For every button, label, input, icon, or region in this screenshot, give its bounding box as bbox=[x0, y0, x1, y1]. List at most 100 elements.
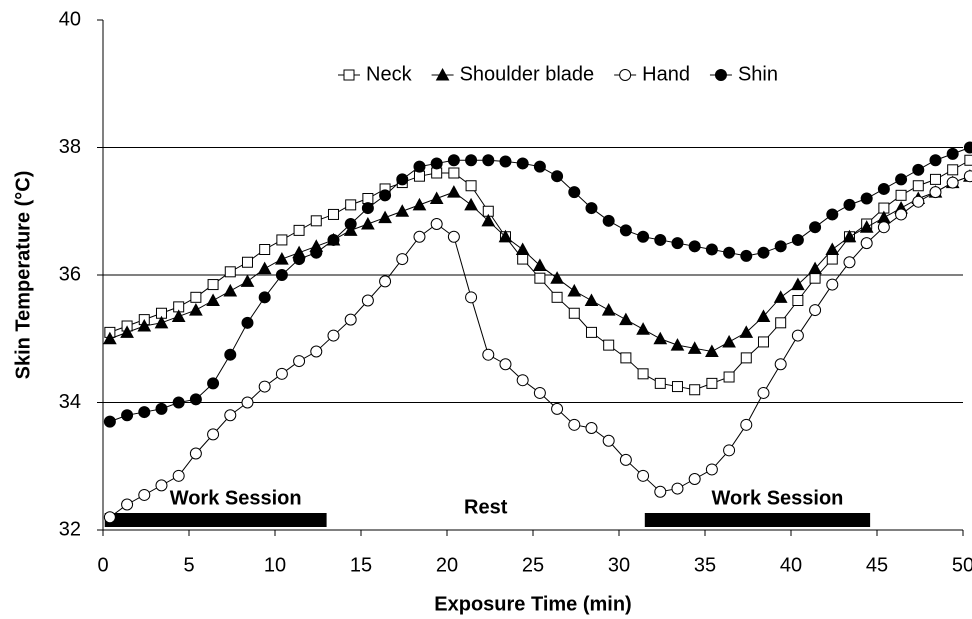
marker bbox=[740, 249, 753, 262]
x-tick-label: 20 bbox=[436, 554, 458, 576]
marker bbox=[362, 193, 374, 204]
marker bbox=[603, 339, 615, 351]
marker bbox=[189, 393, 202, 406]
marker bbox=[516, 374, 529, 387]
marker bbox=[464, 197, 478, 211]
marker bbox=[809, 221, 822, 234]
marker bbox=[843, 256, 856, 269]
marker bbox=[963, 141, 972, 154]
marker bbox=[207, 428, 220, 441]
marker bbox=[756, 309, 771, 322]
marker bbox=[121, 498, 134, 511]
marker bbox=[224, 348, 237, 361]
marker bbox=[551, 170, 564, 183]
y-tick-label: 40 bbox=[59, 8, 81, 30]
series-line bbox=[109, 147, 971, 423]
marker bbox=[275, 269, 288, 281]
marker bbox=[705, 243, 718, 256]
marker bbox=[435, 67, 450, 81]
x-tick-label: 5 bbox=[183, 554, 194, 576]
marker bbox=[259, 244, 271, 255]
marker bbox=[826, 253, 838, 265]
marker bbox=[826, 208, 839, 221]
marker bbox=[620, 352, 632, 364]
marker bbox=[637, 368, 649, 380]
x-tick-label: 45 bbox=[866, 554, 888, 576]
marker bbox=[378, 210, 392, 224]
marker bbox=[792, 295, 804, 306]
marker bbox=[550, 271, 564, 284]
marker bbox=[602, 434, 615, 447]
y-axis-label: Skin Temperature (°C) bbox=[12, 171, 34, 380]
x-tick-label: 15 bbox=[350, 554, 372, 576]
marker bbox=[654, 377, 666, 389]
x-tick-label: 35 bbox=[694, 554, 716, 576]
marker bbox=[705, 344, 719, 357]
marker bbox=[946, 176, 959, 189]
marker bbox=[533, 258, 547, 271]
marker bbox=[498, 229, 513, 243]
marker bbox=[361, 216, 375, 230]
x-tick-label: 30 bbox=[608, 554, 630, 576]
marker bbox=[964, 154, 972, 166]
marker bbox=[379, 189, 392, 202]
marker bbox=[689, 384, 701, 396]
session-label: Work Session bbox=[712, 487, 844, 509]
marker bbox=[912, 163, 925, 176]
marker bbox=[568, 186, 581, 199]
marker bbox=[826, 278, 839, 291]
marker bbox=[654, 485, 667, 498]
marker bbox=[344, 313, 357, 326]
marker bbox=[757, 246, 770, 259]
marker bbox=[517, 253, 529, 265]
marker bbox=[447, 154, 460, 167]
marker bbox=[568, 418, 581, 431]
marker bbox=[773, 290, 788, 303]
marker bbox=[585, 422, 598, 434]
x-tick-label: 0 bbox=[97, 554, 108, 576]
marker bbox=[276, 234, 288, 246]
marker bbox=[224, 409, 237, 422]
marker bbox=[757, 336, 769, 348]
marker bbox=[343, 69, 355, 81]
marker bbox=[637, 469, 650, 482]
marker bbox=[327, 329, 340, 342]
marker bbox=[687, 341, 702, 354]
marker bbox=[619, 312, 633, 326]
marker bbox=[172, 469, 185, 482]
marker bbox=[171, 309, 186, 322]
marker bbox=[774, 240, 787, 253]
y-tick-label: 32 bbox=[59, 518, 81, 540]
marker bbox=[465, 154, 478, 167]
marker bbox=[499, 358, 512, 371]
marker bbox=[189, 447, 202, 460]
marker bbox=[602, 214, 615, 227]
marker bbox=[327, 208, 339, 220]
series-line bbox=[109, 175, 971, 518]
marker bbox=[912, 180, 924, 192]
marker bbox=[706, 377, 718, 389]
marker bbox=[637, 230, 650, 243]
marker bbox=[515, 242, 530, 255]
marker bbox=[138, 406, 151, 419]
marker bbox=[516, 157, 529, 170]
marker bbox=[206, 293, 220, 306]
marker bbox=[345, 199, 357, 211]
marker bbox=[258, 291, 271, 304]
marker bbox=[275, 367, 288, 380]
marker bbox=[241, 396, 254, 409]
marker bbox=[757, 386, 770, 399]
marker bbox=[895, 173, 908, 186]
marker bbox=[722, 334, 736, 348]
marker bbox=[551, 402, 564, 415]
marker bbox=[619, 224, 632, 237]
marker bbox=[190, 291, 202, 303]
marker bbox=[842, 229, 857, 243]
marker bbox=[947, 164, 959, 176]
marker bbox=[258, 380, 271, 393]
marker bbox=[172, 396, 185, 409]
marker bbox=[723, 246, 736, 259]
marker bbox=[155, 402, 168, 415]
marker bbox=[293, 253, 306, 266]
marker bbox=[344, 218, 357, 230]
